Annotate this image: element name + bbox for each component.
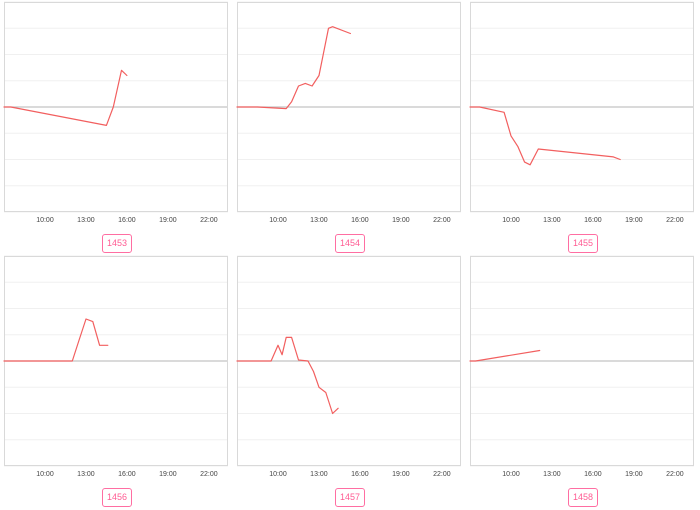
- x-tick-label: 16:00: [351, 217, 369, 224]
- chart-plot: 10:00 13:00 16:00 19:00 22:00: [469, 1, 694, 224]
- chart-plot: 10:00 13:00 16:00 19:00 22:00: [469, 255, 694, 478]
- x-tick-label: 19:00: [159, 217, 177, 224]
- x-tick-label: 13:00: [77, 471, 95, 478]
- chart-panel-1453: 10:00 13:00 16:00 19:00 22:00 1453: [3, 1, 232, 256]
- x-tick-label: 22:00: [200, 217, 218, 224]
- x-tick-label: 22:00: [200, 471, 218, 478]
- chart-id-badge[interactable]: 1457: [335, 488, 366, 507]
- chart-panel-1454: 10:00 13:00 16:00 19:00 22:00 1454: [236, 1, 465, 256]
- series-line: [236, 26, 352, 110]
- x-tick-label: 10:00: [36, 217, 54, 224]
- x-tick-label: 10:00: [36, 471, 54, 478]
- x-tick-label: 10:00: [269, 217, 287, 224]
- series-line: [3, 318, 109, 362]
- chart-panel-1455: 10:00 13:00 16:00 19:00 22:00 1455: [469, 1, 698, 256]
- x-tick-label: 22:00: [433, 471, 451, 478]
- x-tick-label: 16:00: [584, 471, 602, 478]
- chart-plot: 10:00 13:00 16:00 19:00 22:00: [236, 1, 461, 224]
- x-tick-label: 16:00: [118, 471, 136, 478]
- x-tick-label: 22:00: [666, 217, 684, 224]
- chart-plot: 10:00 13:00 16:00 19:00 22:00: [3, 255, 228, 478]
- series-line: [469, 349, 541, 362]
- x-tick-label: 13:00: [77, 217, 95, 224]
- x-tick-label: 10:00: [269, 471, 287, 478]
- chart-id-badge[interactable]: 1455: [568, 234, 599, 253]
- x-tick-label: 19:00: [625, 471, 643, 478]
- series-line: [236, 336, 339, 415]
- chart-plot: 10:00 13:00 16:00 19:00 22:00: [3, 1, 228, 224]
- chart-panel-1458: 10:00 13:00 16:00 19:00 22:00 1458: [469, 255, 698, 510]
- x-tick-label: 19:00: [392, 471, 410, 478]
- x-tick-label: 19:00: [625, 217, 643, 224]
- x-tick-label: 16:00: [351, 471, 369, 478]
- x-tick-label: 10:00: [502, 471, 520, 478]
- x-tick-label: 19:00: [392, 217, 410, 224]
- x-tick-label: 13:00: [543, 471, 561, 478]
- chart-plot: 10:00 13:00 16:00 19:00 22:00: [236, 255, 461, 478]
- chart-panel-1456: 10:00 13:00 16:00 19:00 22:00 1456: [3, 255, 232, 510]
- series-line: [3, 69, 128, 127]
- x-tick-label: 16:00: [584, 217, 602, 224]
- x-tick-label: 13:00: [310, 217, 328, 224]
- chart-id-badge[interactable]: 1454: [335, 234, 366, 253]
- chart-id-badge[interactable]: 1458: [568, 488, 599, 507]
- x-tick-label: 22:00: [433, 217, 451, 224]
- x-tick-label: 13:00: [310, 471, 328, 478]
- x-tick-label: 16:00: [118, 217, 136, 224]
- x-tick-label: 10:00: [502, 217, 520, 224]
- x-tick-label: 22:00: [666, 471, 684, 478]
- chart-id-badge[interactable]: 1456: [102, 488, 133, 507]
- chart-panel-1457: 10:00 13:00 16:00 19:00 22:00 1457: [236, 255, 465, 510]
- x-tick-label: 19:00: [159, 471, 177, 478]
- series-line: [469, 106, 621, 166]
- x-tick-label: 13:00: [543, 217, 561, 224]
- chart-id-badge[interactable]: 1453: [102, 234, 133, 253]
